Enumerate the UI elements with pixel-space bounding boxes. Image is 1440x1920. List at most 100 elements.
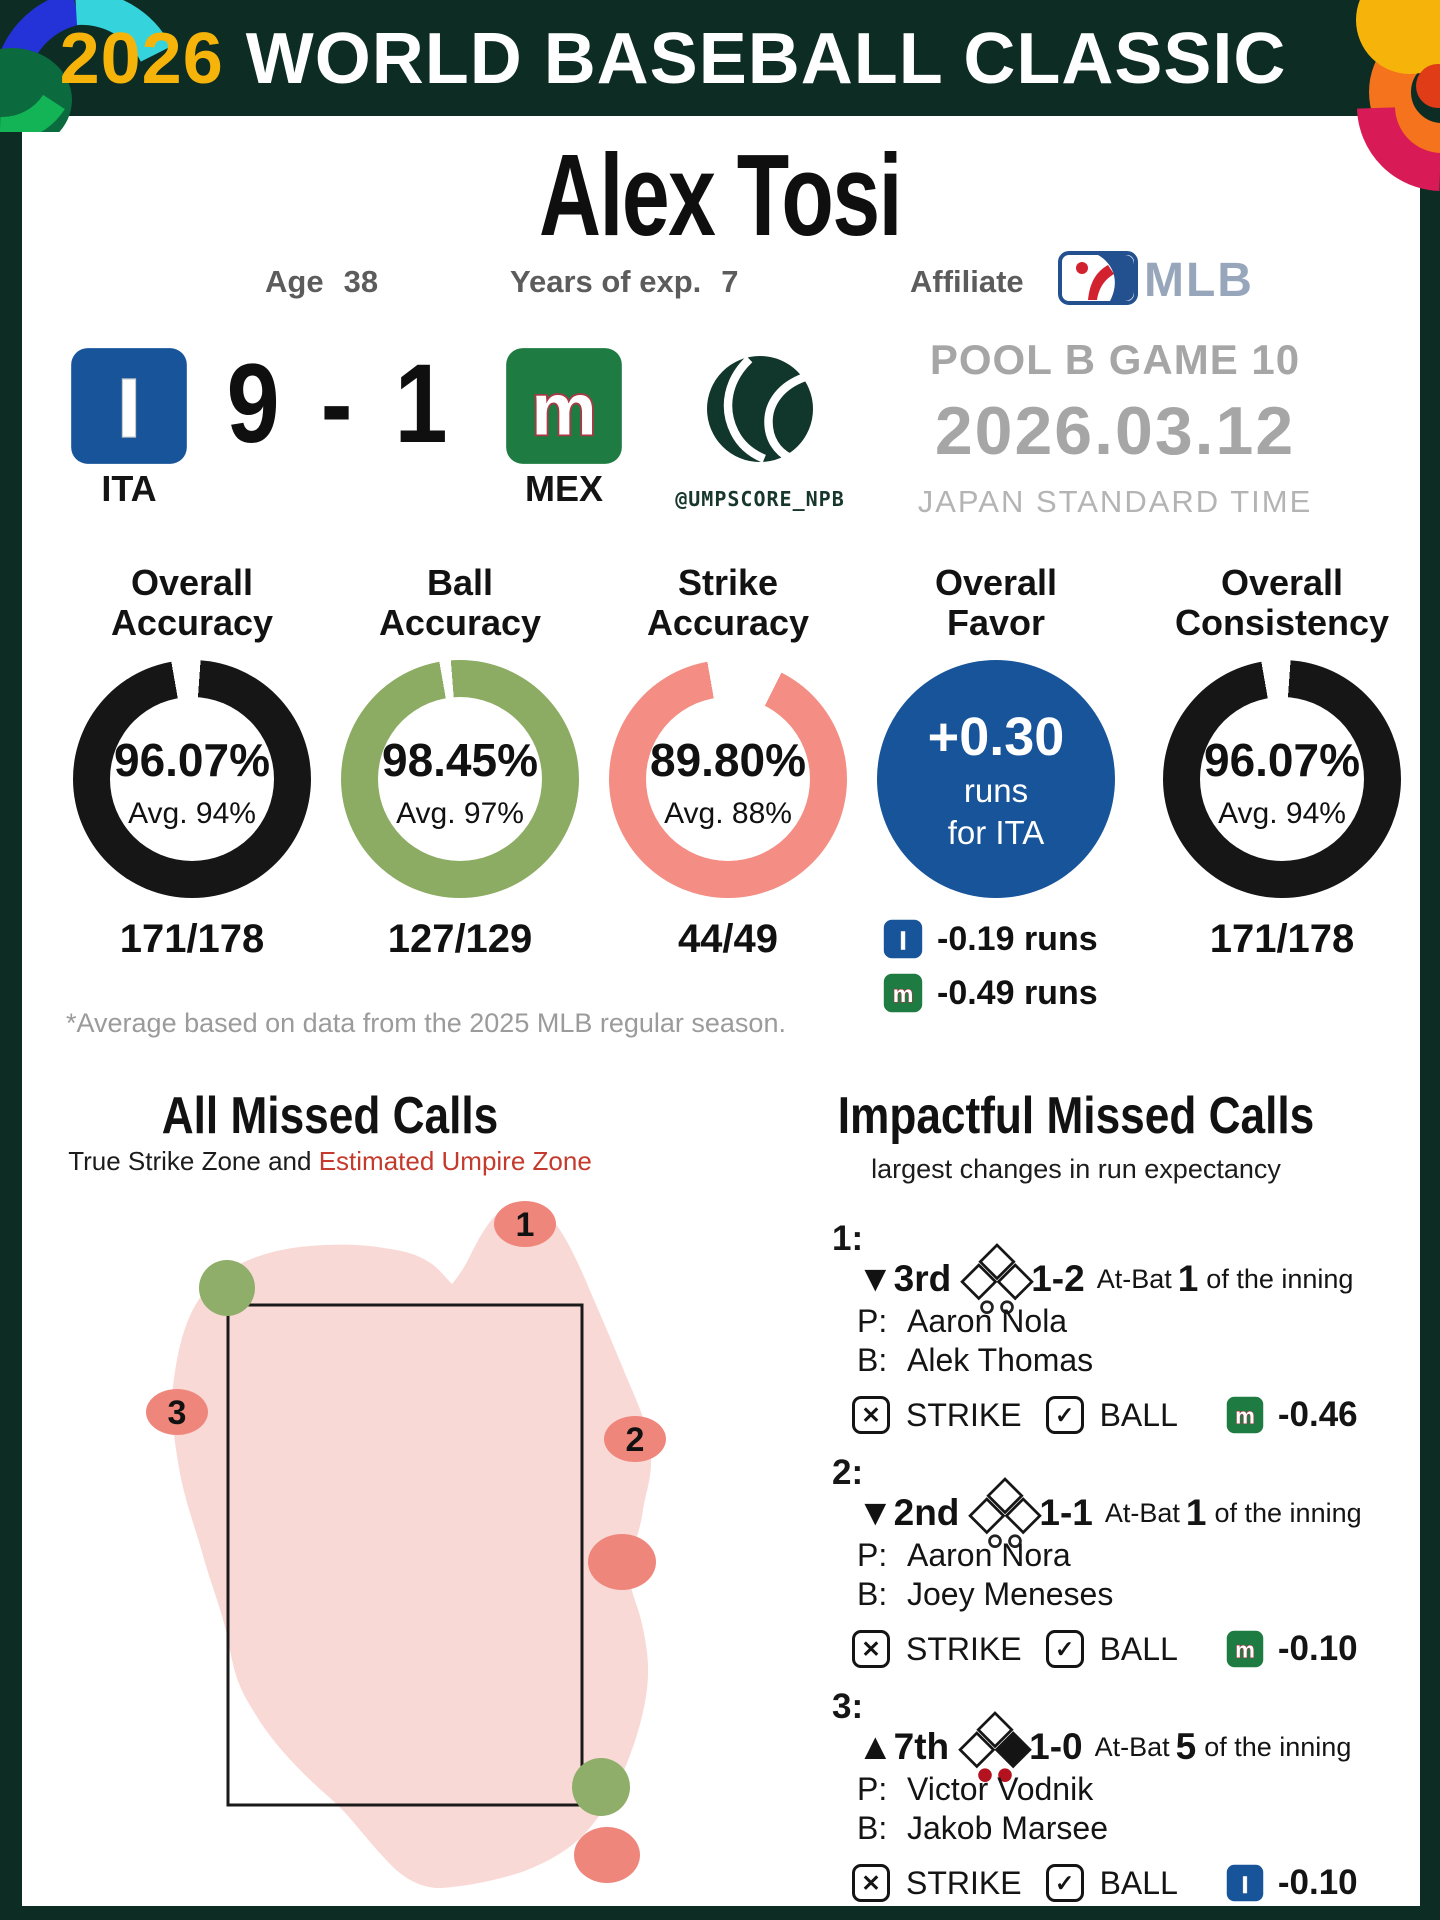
batter-label: B: [857, 1342, 888, 1378]
title-year: 2026 [59, 19, 224, 99]
favor-legend-ita: I m -0.19 runs [883, 919, 1098, 959]
mex-mini-logo: m [1226, 1630, 1264, 1668]
called-strike-checkbox-icon: ✕ [852, 1630, 890, 1668]
item-index: 3: [832, 1687, 864, 1726]
pitcher-name: Aaron Nola [907, 1303, 1068, 1339]
stat-average: Avg. 94% [128, 797, 256, 830]
pitcher-row: P: Victor Vodnik [857, 1771, 1093, 1808]
pinwheel-orange-arc [1369, 19, 1440, 165]
called-label: STRIKE [906, 1864, 1022, 1901]
stat-title: Overall Favor [934, 562, 1058, 644]
impactful-calls-title: Impactful Missed Calls [837, 1087, 1315, 1145]
inning-half-and-number: ▼3rd [857, 1258, 951, 1300]
missed-call-marker [588, 1534, 656, 1590]
mlb-logo-blue-field [1098, 255, 1134, 301]
favor-beneficiary: for ITA [947, 814, 1045, 851]
marker-label: 3 [168, 1394, 187, 1432]
subtitle-umpire-zone: Estimated Umpire Zone [318, 1146, 592, 1176]
stat-title: Overall Accuracy [110, 562, 274, 644]
pitcher-label: P: [857, 1303, 888, 1339]
overall-accuracy-donut [73, 660, 311, 898]
pinwheel-yellow-blob [1356, 0, 1440, 74]
impacted-team-logo: I m [1226, 1396, 1264, 1434]
account-handle: @UMPSCORE_NPB [675, 487, 845, 511]
pitcher-row: P: Aaron Nora [857, 1537, 1071, 1574]
stat-value: 98.45% [381, 734, 538, 786]
ball-strike-count: 1-2 [1031, 1258, 1085, 1299]
favor-unit: runs [963, 772, 1029, 809]
call-result-row: ✕ STRIKE ✓ BALL I m -0.10 [852, 1629, 1358, 1669]
impactful-call-item-1: 1: ▼3rd 1-2 At-Bat 1 of the inning P: Aa… [818, 1219, 1408, 1449]
inning-half-icon: ▼ [857, 1258, 894, 1299]
item-situation-row: ▲7th 1-0 At-Bat 5 of the inning [857, 1708, 1351, 1786]
strike-zone-rect [226, 1303, 584, 1807]
pitcher-name: Victor Vodnik [907, 1771, 1094, 1807]
batter-name: Alek Thomas [907, 1342, 1094, 1378]
ita-mini-logo: I [883, 919, 923, 959]
score-separator: - [321, 341, 353, 466]
stat-strike-accuracy: Strike Accuracy 89.80% Avg. 88% 44/49 [598, 557, 858, 1007]
atbat-label: At-Bat [1096, 1263, 1172, 1294]
missed-calls-subtitle: True Strike Zone and Estimated Umpire Zo… [20, 1146, 640, 1177]
stat-average: Avg. 94% [1218, 797, 1346, 830]
pitcher-name: Aaron Nora [907, 1537, 1071, 1573]
atbat-number: 1 [1177, 1258, 1199, 1299]
pinwheel-redorange-blob [1416, 64, 1440, 108]
game-meta-block: POOL B GAME 10 2026.03.12 JAPAN STANDARD… [880, 336, 1350, 520]
affiliate-label: Affiliate [910, 264, 1024, 299]
wbc-pinwheel-right-decoration [1356, 0, 1440, 191]
age-group: Age 38 [265, 264, 378, 300]
overall-favor-circle: +0.30 runs for ITA [877, 660, 1115, 898]
stat-average: Avg. 88% [664, 797, 792, 830]
atbat-number: 5 [1175, 1726, 1197, 1767]
donut-center-text: 89.80% Avg. 88% [609, 660, 847, 898]
ball-strike-count: 1-1 [1039, 1492, 1093, 1533]
svg-text:m: m [893, 981, 914, 1007]
batter-label: B: [857, 1576, 888, 1612]
svg-text:I: I [899, 927, 906, 955]
ita-logo-glyph: I [118, 362, 141, 455]
svg-text:m: m [1235, 1637, 1255, 1662]
mlb-logo-ball [1076, 262, 1088, 274]
page-title: 2026 WORLD BASEBALL CLASSIC [0, 18, 1346, 100]
bases-state-icon [960, 1243, 1035, 1314]
stat-fraction: 44/49 [677, 917, 779, 961]
mex-mini-logo: m [1226, 1396, 1264, 1434]
run-expectancy-delta: -0.10 [1277, 1863, 1358, 1902]
pinwheel-crimson-arc [1357, 106, 1440, 191]
home-score: 1 [394, 341, 448, 466]
age-value: 38 [343, 264, 379, 299]
exp-value: 7 [721, 264, 739, 299]
bases-state-icon [968, 1477, 1043, 1548]
title-text: WORLD BASEBALL CLASSIC [245, 19, 1287, 99]
favor-legend-value: -0.19 runs [937, 919, 1098, 958]
batter-name: Joey Meneses [907, 1576, 1114, 1612]
inning-half-icon: ▲ [857, 1726, 894, 1767]
stat-title: Overall Consistency [1174, 562, 1390, 644]
mex-logo-glyph: m [531, 368, 596, 450]
mex-team-logo: m [506, 348, 622, 464]
impacted-team-logo: I m [1226, 1864, 1264, 1902]
correct-label: BALL [1099, 1630, 1178, 1667]
inning-number: 3rd [893, 1258, 952, 1299]
missed-call-marker-2 [604, 1416, 666, 1462]
atbat-number: 1 [1185, 1492, 1207, 1533]
item-index: 1: [832, 1219, 864, 1258]
stat-value: 96.07% [1203, 734, 1360, 786]
final-score: 9 - 1 [222, 348, 452, 460]
atbat-suffix: of the inning [1204, 1731, 1352, 1762]
favor-legend-value: -0.49 runs [937, 973, 1098, 1012]
called-strike-checkbox-icon: ✕ [852, 1864, 890, 1902]
average-footnote: *Average based on data from the 2025 MLB… [66, 1008, 786, 1038]
svg-text:m: m [1235, 1403, 1255, 1428]
favor-legend-mex: I m -0.49 runs [883, 973, 1098, 1013]
inning-half-and-number: ▼2nd [857, 1492, 959, 1534]
stat-average: Avg. 97% [396, 797, 524, 830]
home-team-code: MEX [524, 468, 603, 509]
called-label: STRIKE [906, 1630, 1022, 1667]
mlb-logo: MLB [1058, 251, 1252, 306]
strike-zone-plot: 1 3 2 [146, 1201, 666, 1889]
mex-mini-logo: m [883, 973, 923, 1013]
umpscore-ball-logo [707, 356, 813, 462]
marker-label: 1 [516, 1206, 535, 1244]
